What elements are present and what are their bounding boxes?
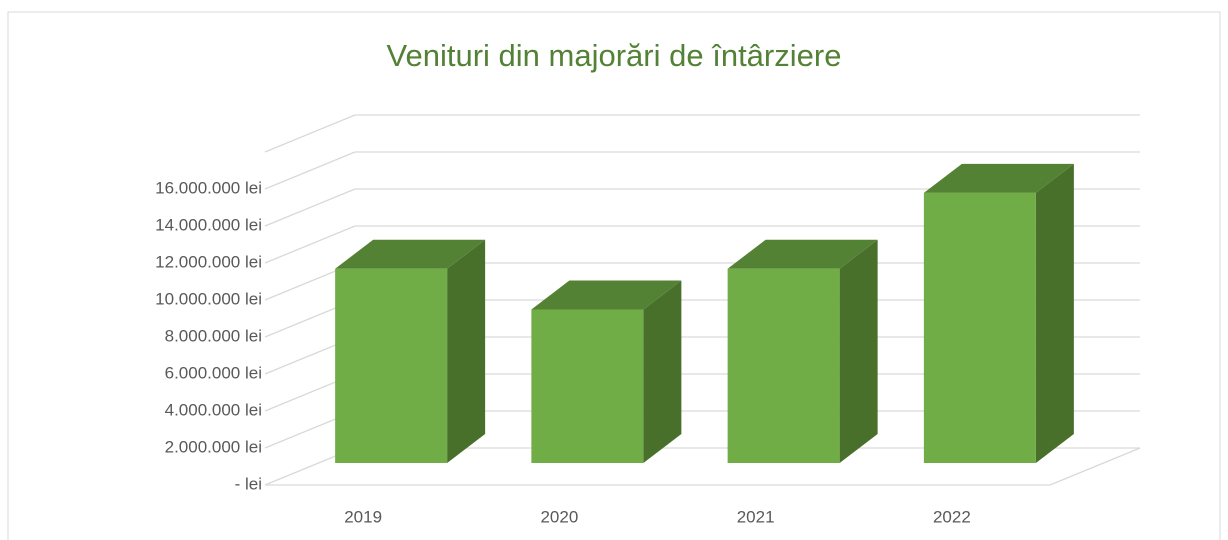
- chart-frame: [7, 11, 1221, 540]
- y-tick-label: 6.000.000 lei: [165, 363, 262, 382]
- y-tick-label: 12.000.000 lei: [155, 252, 262, 271]
- bar-side: [1035, 163, 1074, 463]
- y-tick-label: 14.000.000 lei: [155, 215, 262, 234]
- grid-line: [264, 151, 356, 190]
- bar: [923, 192, 1036, 463]
- bar: [727, 268, 840, 463]
- y-tick-label: 4.000.000 lei: [165, 400, 262, 419]
- x-tick-label: 2019: [344, 507, 382, 526]
- bar-top: [727, 239, 878, 269]
- y-tick-label: 16.000.000 lei: [155, 178, 262, 197]
- x-tick-label: 2020: [540, 507, 578, 526]
- floor-edge: [1049, 447, 1141, 486]
- bar: [335, 268, 448, 463]
- bar-top: [531, 280, 682, 310]
- bar-top: [335, 239, 486, 269]
- chart-title: Venituri din majorări de întârziere: [387, 38, 842, 73]
- bar-top: [923, 163, 1074, 193]
- y-tick-label: - lei: [235, 474, 262, 493]
- y-tick-label: 2.000.000 lei: [165, 437, 262, 456]
- x-tick-label: 2021: [737, 507, 775, 526]
- wall-edge: [264, 114, 356, 153]
- y-tick-label: 8.000.000 lei: [165, 326, 262, 345]
- grid-line: [264, 188, 356, 227]
- bar-side: [447, 239, 486, 463]
- bar-side: [839, 239, 878, 463]
- bar-side: [643, 280, 682, 463]
- bar: [531, 309, 644, 463]
- grid-line: [264, 225, 356, 264]
- y-tick-label: 10.000.000 lei: [155, 289, 262, 308]
- x-tick-label: 2022: [933, 507, 971, 526]
